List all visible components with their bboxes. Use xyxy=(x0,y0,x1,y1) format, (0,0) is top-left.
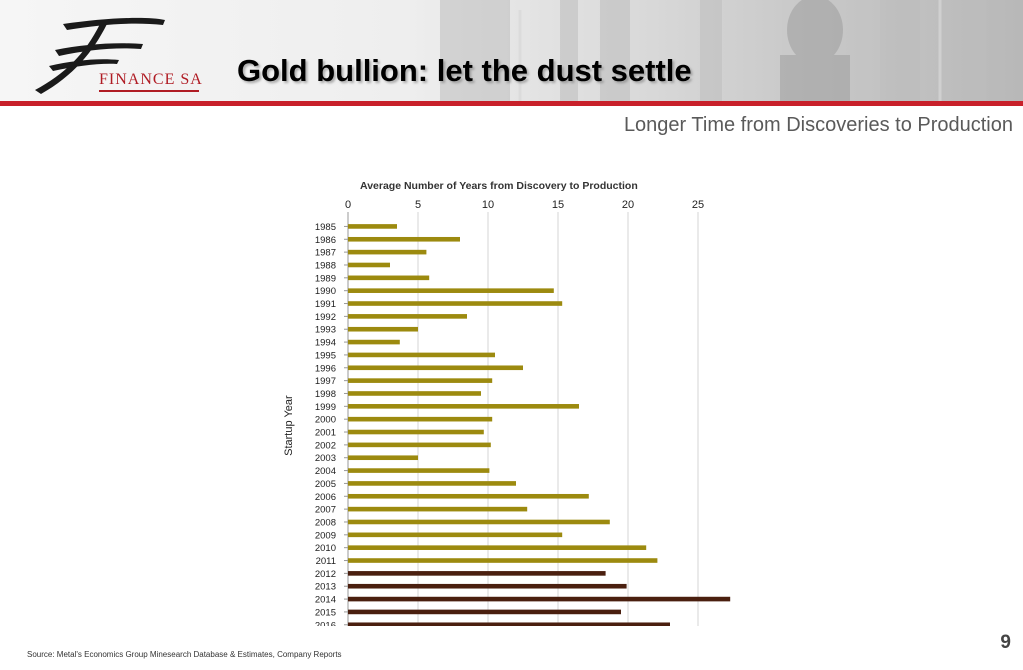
header-banner: FINANCE SA Gold bullion: let the dust se… xyxy=(0,0,1023,101)
y-tick-label: 1987 xyxy=(315,248,336,259)
y-tick-label: 1991 xyxy=(315,299,336,310)
bar-1995 xyxy=(348,352,495,358)
x-tick-label: 10 xyxy=(482,199,494,211)
bar-1986 xyxy=(348,236,460,242)
bar-1994 xyxy=(348,339,400,345)
y-tick-label: 2002 xyxy=(315,440,336,451)
x-tick-label: 20 xyxy=(622,199,634,211)
y-tick-label: 1993 xyxy=(315,325,336,336)
header-divider xyxy=(0,101,1023,106)
x-tick-label: 0 xyxy=(345,199,351,211)
bar-2014 xyxy=(348,596,731,602)
building-backdrop-image xyxy=(440,0,986,101)
bar-1998 xyxy=(348,391,481,396)
bar-2008 xyxy=(348,519,610,525)
bar-2001 xyxy=(348,429,484,435)
y-tick-label: 2000 xyxy=(315,415,336,426)
logo-underline xyxy=(99,90,199,92)
bar-2007 xyxy=(348,506,528,512)
y-tick-label: 1998 xyxy=(315,389,336,400)
x-tick-label: 25 xyxy=(692,199,704,211)
bar-1987 xyxy=(348,249,427,255)
bar-1999 xyxy=(348,404,579,409)
y-tick-label: 1996 xyxy=(315,363,336,374)
bar-2010 xyxy=(348,545,647,550)
y-tick-label: 1992 xyxy=(315,312,336,323)
bar-2006 xyxy=(348,493,589,499)
bar-1985 xyxy=(348,224,397,229)
y-tick-label: 2009 xyxy=(315,530,336,541)
bar-2005 xyxy=(348,481,516,486)
bar-1990 xyxy=(348,288,554,293)
y-tick-label: 1986 xyxy=(315,235,336,246)
y-tick-label: 2012 xyxy=(315,569,336,580)
bar-2016 xyxy=(348,622,670,626)
slide-subtitle: Longer Time from Discoveries to Producti… xyxy=(623,114,1013,136)
y-tick-label: 2010 xyxy=(315,543,336,554)
y-tick-label: 2008 xyxy=(315,517,336,528)
y-tick-label: 1995 xyxy=(315,350,336,361)
bar-2011 xyxy=(348,558,658,563)
y-tick-label: 1990 xyxy=(315,286,336,297)
y-tick-label: 1994 xyxy=(315,338,336,349)
y-tick-label: 1985 xyxy=(315,222,336,233)
x-tick-label: 5 xyxy=(415,199,421,211)
y-tick-label: 2016 xyxy=(315,620,336,626)
x-tick-label: 15 xyxy=(552,199,564,211)
bar-1992 xyxy=(348,314,467,319)
bar-2000 xyxy=(348,416,493,422)
discovery-to-production-chart: Average Number of Years from Discovery t… xyxy=(283,180,731,626)
y-tick-label: 2003 xyxy=(315,453,336,464)
y-tick-label: 1999 xyxy=(315,402,336,413)
y-tick-label: 2005 xyxy=(315,479,336,490)
source-note: Source: Metal's Economics Group Minesear… xyxy=(27,650,342,659)
bar-1996 xyxy=(348,365,523,371)
bar-2013 xyxy=(348,583,627,589)
chart-title: Average Number of Years from Discovery t… xyxy=(360,180,638,192)
y-tick-label: 2014 xyxy=(315,595,336,606)
bar-2015 xyxy=(348,609,621,615)
y-tick-label: 2006 xyxy=(315,492,336,503)
bar-1991 xyxy=(348,301,563,306)
bar-2002 xyxy=(348,442,491,448)
page-number: 9 xyxy=(1000,632,1011,653)
y-tick-label: 2015 xyxy=(315,607,336,618)
y-tick-label: 1988 xyxy=(315,260,336,271)
bar-2012 xyxy=(348,571,606,576)
bar-1988 xyxy=(348,262,390,268)
bar-1993 xyxy=(348,326,418,332)
y-tick-label: 2011 xyxy=(316,556,336,567)
y-tick-label: 1989 xyxy=(315,273,336,284)
logo-text: FINANCE SA xyxy=(99,71,203,88)
y-tick-label: 2001 xyxy=(315,428,336,439)
slide-title: Gold bullion: let the dust settle xyxy=(237,53,692,88)
finance-sa-logo xyxy=(35,17,165,94)
bar-2003 xyxy=(348,455,418,461)
bar-1997 xyxy=(348,378,493,383)
bar-1989 xyxy=(348,275,430,281)
y-tick-label: 2013 xyxy=(315,582,336,593)
bar-2009 xyxy=(348,532,563,538)
y-axis-label: Startup Year xyxy=(283,395,295,456)
y-tick-label: 1997 xyxy=(315,376,336,387)
y-tick-label: 2004 xyxy=(315,466,336,477)
y-tick-label: 2007 xyxy=(315,505,336,516)
bar-2004 xyxy=(348,468,490,473)
